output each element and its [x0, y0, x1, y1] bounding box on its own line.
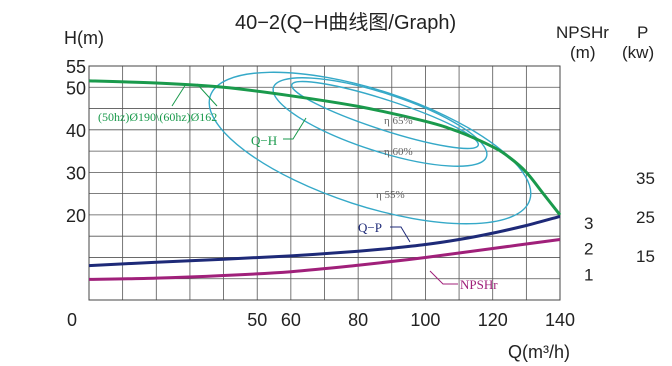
q-h-leader	[283, 117, 307, 140]
q-p-leader	[390, 226, 411, 243]
impeller-leader-1	[171, 83, 187, 107]
q-h-label: Q−H	[251, 133, 277, 148]
x-tick-label: 120	[478, 310, 508, 330]
power-tick-label: 15	[636, 247, 655, 266]
efficiency-label-55: η 55%	[376, 189, 405, 201]
npshr-leader	[429, 270, 458, 285]
efficiency-contour-55	[208, 71, 532, 225]
npshr-axis-unit: (m)	[570, 43, 595, 62]
h-tick-label: 30	[66, 163, 86, 183]
npshr-tick-label: 3	[584, 214, 593, 233]
plot-frame	[88, 65, 561, 301]
x-tick-label: 0	[67, 310, 77, 330]
efficiency-contours	[208, 71, 532, 225]
npshr-tick-labels: 1 2 3	[584, 214, 593, 284]
series-line-q-p	[88, 214, 561, 268]
x-axis-label: Q(m³/h)	[508, 342, 570, 362]
y-axis-label: H(m)	[64, 28, 104, 48]
npshr-tick-label: 2	[584, 240, 593, 259]
impeller-leader-2	[196, 83, 218, 107]
h-tick-label: 20	[66, 206, 86, 226]
power-tick-labels: 15 25 35	[636, 169, 655, 266]
impeller-diameter-label: (50hz)Ø190\(60hz)Ø162	[98, 110, 217, 124]
h-tick-label: 55	[66, 57, 86, 77]
h-tick-label: 50	[66, 78, 86, 98]
npshr-axis-title: NPSHr	[556, 23, 609, 42]
power-axis-unit: (kw)	[622, 43, 654, 62]
power-axis-title: P	[637, 23, 648, 42]
chart-title: 40−2(Q−H曲线图/Graph)	[235, 11, 456, 34]
power-tick-label: 25	[636, 208, 655, 227]
efficiency-contour-60	[272, 77, 488, 167]
npshr-label: NPSHr	[460, 277, 498, 292]
x-tick-label: 80	[348, 310, 368, 330]
power-tick-label: 35	[636, 169, 655, 188]
q-p-label: Q−P	[358, 220, 382, 235]
series-line-q-h	[88, 79, 562, 216]
efficiency-contour-65	[290, 80, 480, 150]
series-line-npshr	[88, 238, 561, 281]
x-tick-label: 140	[545, 310, 575, 330]
efficiency-label-60: η 60%	[384, 146, 413, 158]
x-tick-label: 100	[410, 310, 440, 330]
npshr-tick-label: 1	[584, 265, 593, 284]
x-tick-labels: 0 50 60 80 100 120 140	[67, 310, 575, 330]
h-tick-label: 40	[66, 121, 86, 141]
x-tick-label: 50	[247, 310, 267, 330]
x-tick-label: 60	[281, 310, 301, 330]
efficiency-label-65: η 65%	[384, 115, 413, 127]
